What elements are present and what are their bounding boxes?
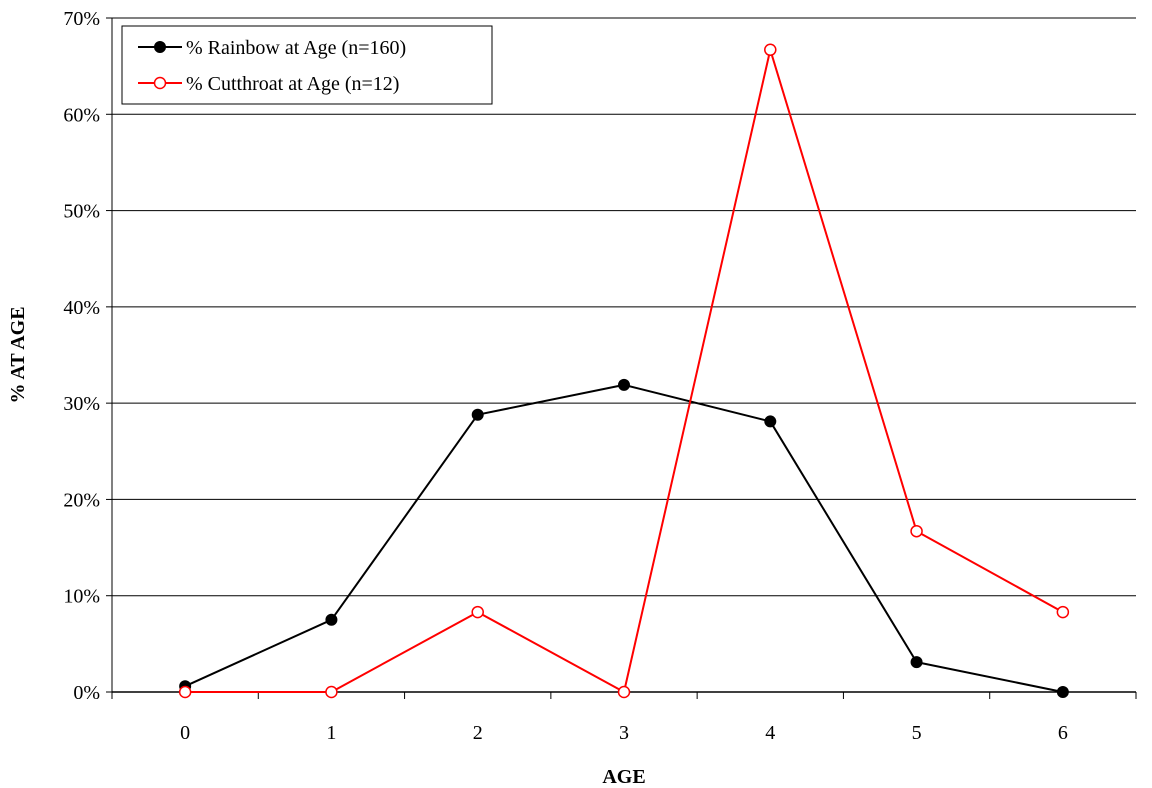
data-point <box>325 613 338 626</box>
data-point <box>910 656 923 669</box>
data-point <box>618 378 630 391</box>
x-tick-label: 1 <box>326 722 336 744</box>
data-point <box>764 43 777 57</box>
data-point <box>617 685 631 699</box>
y-tick-label: 0% <box>73 682 100 704</box>
y-tick-label: 60% <box>63 104 100 126</box>
x-tick-label: 3 <box>619 722 629 744</box>
tick-labels: 0% 10% 20% 30% 40% 50% 60% 70% 0 1 2 3 4 5 6 <box>63 8 1068 744</box>
legend: % Rainbow at Age (n=160) % Cutthroat at … <box>121 25 493 105</box>
data-point <box>325 685 338 699</box>
series-1 <box>178 43 1070 699</box>
legend-label-cutthroat: % Cutthroat at Age (n=12) <box>186 73 399 95</box>
x-tick-label: 5 <box>912 722 922 744</box>
x-tick-label: 2 <box>473 722 483 744</box>
data-point <box>1056 605 1070 619</box>
y-tick-label: 30% <box>63 393 100 415</box>
legend-box <box>121 25 493 105</box>
series-0 <box>179 378 1069 698</box>
legend-label-rainbow: % Rainbow at Age (n=160) <box>186 37 406 59</box>
x-tick-label: 6 <box>1058 722 1068 744</box>
x-tick-label: 4 <box>765 722 775 744</box>
data-point <box>764 415 777 428</box>
x-tick-label: 0 <box>180 722 190 744</box>
axes <box>106 17 1137 699</box>
legend-entry-cutthroat: % Cutthroat at Age (n=12) <box>138 73 399 95</box>
x-axis-title: AGE <box>602 766 645 788</box>
data-point <box>910 524 923 538</box>
y-tick-label: 50% <box>63 201 100 223</box>
y-axis-title: % AT AGE <box>7 306 29 403</box>
data-point <box>178 685 192 699</box>
legend-entry-rainbow: % Rainbow at Age (n=160) <box>138 37 406 59</box>
series-layer <box>178 43 1070 699</box>
gridlines <box>112 17 1136 597</box>
legend-marker-cutthroat <box>153 76 167 90</box>
y-tick-label: 40% <box>63 297 100 319</box>
data-point <box>471 408 484 421</box>
legend-marker-rainbow <box>154 41 166 53</box>
y-tick-label: 20% <box>63 489 100 511</box>
data-point <box>1056 686 1069 698</box>
y-tick-label: 70% <box>63 8 100 30</box>
data-point <box>471 605 484 619</box>
y-tick-label: 10% <box>63 586 100 608</box>
